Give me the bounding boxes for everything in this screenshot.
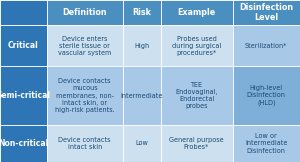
Text: Risk: Risk <box>132 8 151 17</box>
Bar <box>46 66 123 125</box>
Bar <box>160 66 232 125</box>
Bar <box>123 0 160 25</box>
Bar <box>232 125 300 162</box>
Bar <box>160 0 232 25</box>
Text: Semi-critical: Semi-critical <box>0 91 50 100</box>
Bar <box>232 66 300 125</box>
Text: High-level
Disinfection
(HLD): High-level Disinfection (HLD) <box>247 85 286 106</box>
Text: Disinfection
Level: Disinfection Level <box>239 3 293 22</box>
Bar <box>232 25 300 66</box>
Bar <box>123 125 160 162</box>
Bar <box>123 66 160 125</box>
Text: Probes used
during surgical
procedures*: Probes used during surgical procedures* <box>172 35 221 56</box>
Text: TEE
Endovaginal,
Endorectal
probes: TEE Endovaginal, Endorectal probes <box>175 82 218 110</box>
Bar <box>0 25 46 66</box>
Bar <box>123 25 160 66</box>
Text: Low: Low <box>135 140 148 146</box>
Bar <box>0 66 46 125</box>
Bar <box>46 0 123 25</box>
Text: Intermediate: Intermediate <box>121 93 163 99</box>
Bar <box>160 25 232 66</box>
Text: Sterilization*: Sterilization* <box>245 43 287 49</box>
Text: Low or
Intermediate
Disinfection: Low or Intermediate Disinfection <box>245 133 287 154</box>
Bar <box>232 0 300 25</box>
Text: Example: Example <box>177 8 216 17</box>
Text: Non-critical: Non-critical <box>0 139 48 148</box>
Bar <box>46 125 123 162</box>
Bar <box>0 125 46 162</box>
Bar <box>0 0 46 25</box>
Text: Critical: Critical <box>8 41 39 50</box>
Bar <box>160 125 232 162</box>
Text: Device contacts
mucous
membranes, non-
intact skin, or
high-risk patients.: Device contacts mucous membranes, non- i… <box>55 78 115 113</box>
Bar <box>46 25 123 66</box>
Text: Device contacts
intact skin: Device contacts intact skin <box>58 137 111 150</box>
Text: High: High <box>134 43 149 49</box>
Text: General purpose
Probes*: General purpose Probes* <box>169 137 224 150</box>
Text: Definition: Definition <box>62 8 107 17</box>
Text: Device enters
sterile tissue or
vascular system: Device enters sterile tissue or vascular… <box>58 35 111 56</box>
